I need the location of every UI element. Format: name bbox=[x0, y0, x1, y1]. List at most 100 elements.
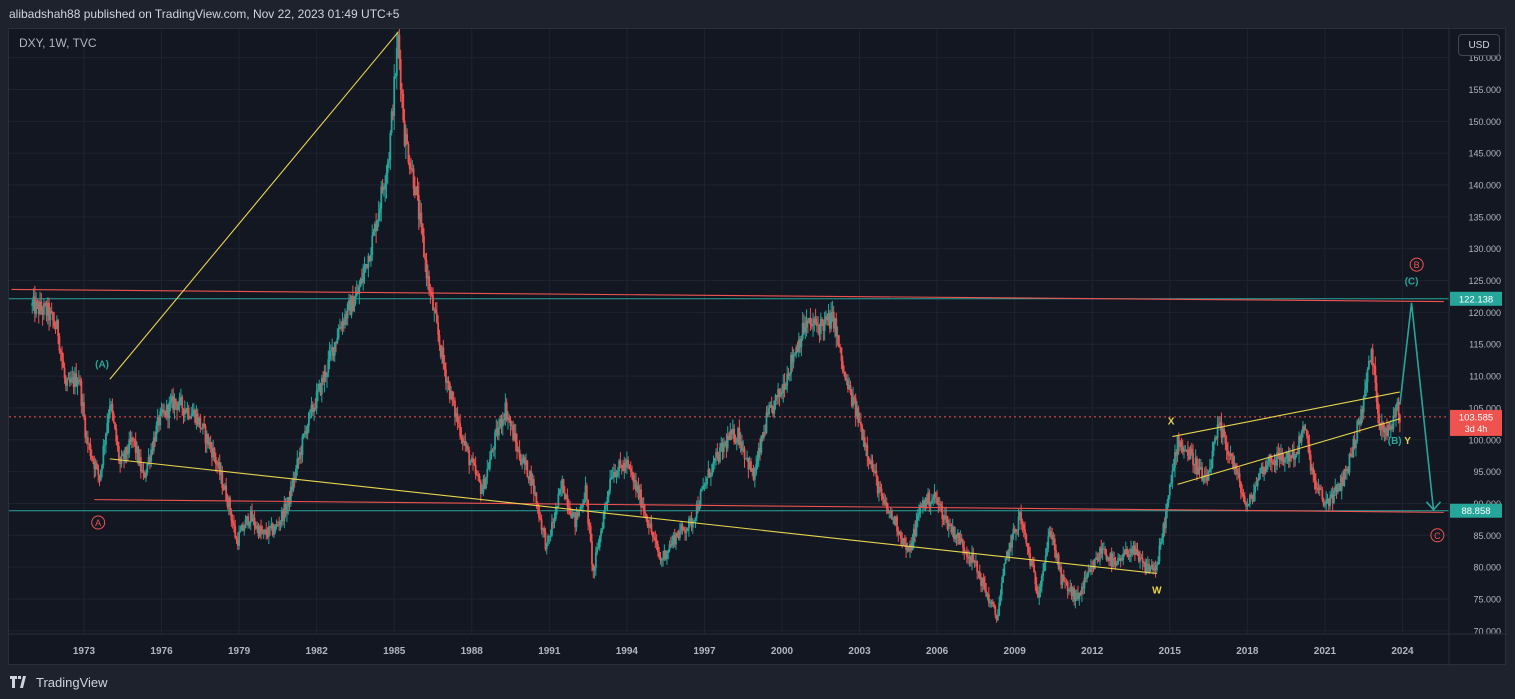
candle-body bbox=[191, 412, 194, 416]
candle-body bbox=[859, 421, 862, 426]
candle-body bbox=[150, 449, 153, 462]
candle-body bbox=[1227, 450, 1229, 456]
wave-labels: (A) A B (C) (B) Y X W C bbox=[91, 257, 1445, 596]
candle-body bbox=[1202, 476, 1205, 481]
candle-body bbox=[169, 401, 172, 403]
currency-button[interactable]: USD bbox=[1458, 34, 1500, 56]
candle-body bbox=[1062, 574, 1065, 582]
candle-body bbox=[1140, 557, 1143, 559]
candle-body bbox=[291, 486, 293, 491]
candle-body bbox=[737, 427, 739, 439]
candle-body bbox=[486, 468, 489, 478]
price-chart[interactable]: (A) A B (C) (B) Y X W C 70.000 75.000 80.000 85.000… bbox=[9, 22, 1507, 666]
candle-body bbox=[623, 463, 626, 472]
candle-body bbox=[1299, 436, 1302, 442]
candle-body bbox=[799, 339, 801, 348]
candle-body bbox=[83, 402, 85, 417]
candle-body bbox=[539, 517, 542, 520]
candle-body bbox=[1077, 592, 1079, 600]
candle-body bbox=[968, 556, 971, 559]
candle-body bbox=[641, 505, 644, 508]
candle-body bbox=[1360, 408, 1363, 425]
x-tick-label: 2003 bbox=[848, 646, 871, 657]
candle-body bbox=[395, 47, 398, 76]
candle-body bbox=[167, 404, 169, 419]
candle-body bbox=[1228, 455, 1231, 456]
wave-label: C bbox=[1434, 531, 1441, 541]
candle-body bbox=[1229, 453, 1232, 456]
candle-body bbox=[310, 404, 313, 411]
candle-body bbox=[724, 441, 727, 445]
candle-body bbox=[579, 507, 582, 510]
candle-body bbox=[233, 522, 235, 527]
candle-body bbox=[43, 303, 45, 315]
tradingview-logo-icon[interactable] bbox=[10, 676, 30, 688]
candle-body bbox=[110, 403, 113, 406]
candle-body bbox=[393, 76, 396, 116]
candle-body bbox=[421, 223, 424, 237]
candle-body bbox=[375, 223, 378, 231]
candle-body bbox=[551, 522, 553, 536]
candle-body bbox=[508, 417, 511, 420]
candle-body bbox=[982, 577, 985, 583]
candle-body bbox=[1212, 442, 1215, 451]
candle-body bbox=[614, 471, 617, 478]
candle-body bbox=[1055, 550, 1057, 559]
candle-body bbox=[70, 378, 72, 383]
candle-body bbox=[379, 208, 381, 214]
candle-body bbox=[955, 534, 958, 538]
candle-body bbox=[1252, 492, 1255, 502]
candle-body bbox=[788, 373, 791, 376]
candle-body bbox=[677, 535, 680, 538]
chart-panel[interactable]: (A) A B (C) (B) Y X W C 70.000 75.000 80.000 85.000… bbox=[8, 22, 1507, 666]
candle-body bbox=[1286, 452, 1289, 458]
candle-body bbox=[863, 437, 866, 448]
candle-body bbox=[1308, 443, 1311, 455]
candle-body bbox=[845, 379, 848, 381]
candle-body bbox=[256, 525, 259, 529]
candle-body bbox=[527, 476, 530, 480]
candle-body bbox=[382, 189, 385, 191]
candle-body bbox=[1249, 494, 1251, 504]
candle-body bbox=[1237, 473, 1240, 475]
candle-body bbox=[225, 485, 228, 501]
candle-body bbox=[748, 461, 751, 470]
x-tick-label: 1982 bbox=[306, 646, 329, 657]
candle-body bbox=[958, 532, 960, 545]
candle-body bbox=[967, 556, 970, 559]
trend-line bbox=[1172, 391, 1400, 438]
candle-body bbox=[464, 440, 467, 446]
candle-body bbox=[1100, 547, 1103, 554]
candle-body bbox=[208, 441, 211, 445]
candle-body bbox=[971, 552, 973, 563]
candle-body bbox=[1203, 474, 1206, 477]
candle-body bbox=[1057, 554, 1060, 570]
candle-body bbox=[1364, 389, 1366, 397]
candle-body bbox=[314, 407, 317, 409]
candle-body bbox=[1201, 467, 1204, 481]
tradingview-watermark[interactable]: TradingView bbox=[36, 674, 108, 690]
candle-body bbox=[959, 538, 962, 545]
candle-body bbox=[1197, 467, 1200, 475]
candle-body bbox=[222, 488, 225, 490]
candle-body bbox=[672, 535, 675, 540]
candle-body bbox=[602, 513, 605, 529]
candle-body bbox=[1031, 561, 1034, 565]
candle-body bbox=[1135, 549, 1138, 555]
candle-body bbox=[1199, 467, 1202, 470]
candle-body bbox=[437, 322, 440, 335]
candle-body bbox=[124, 447, 127, 460]
candle-body bbox=[871, 460, 874, 471]
candle-body bbox=[699, 491, 702, 507]
candle-body bbox=[684, 529, 686, 534]
candle-body bbox=[1018, 512, 1021, 517]
candle-body bbox=[826, 315, 829, 321]
candle-body bbox=[588, 523, 591, 526]
candle-body bbox=[134, 440, 137, 453]
candle-body bbox=[1303, 426, 1306, 431]
candle-body bbox=[186, 407, 189, 413]
candle-body bbox=[1389, 426, 1392, 430]
candle-body bbox=[912, 528, 915, 542]
x-tick-label: 2021 bbox=[1314, 646, 1337, 657]
candle-body bbox=[896, 516, 898, 532]
